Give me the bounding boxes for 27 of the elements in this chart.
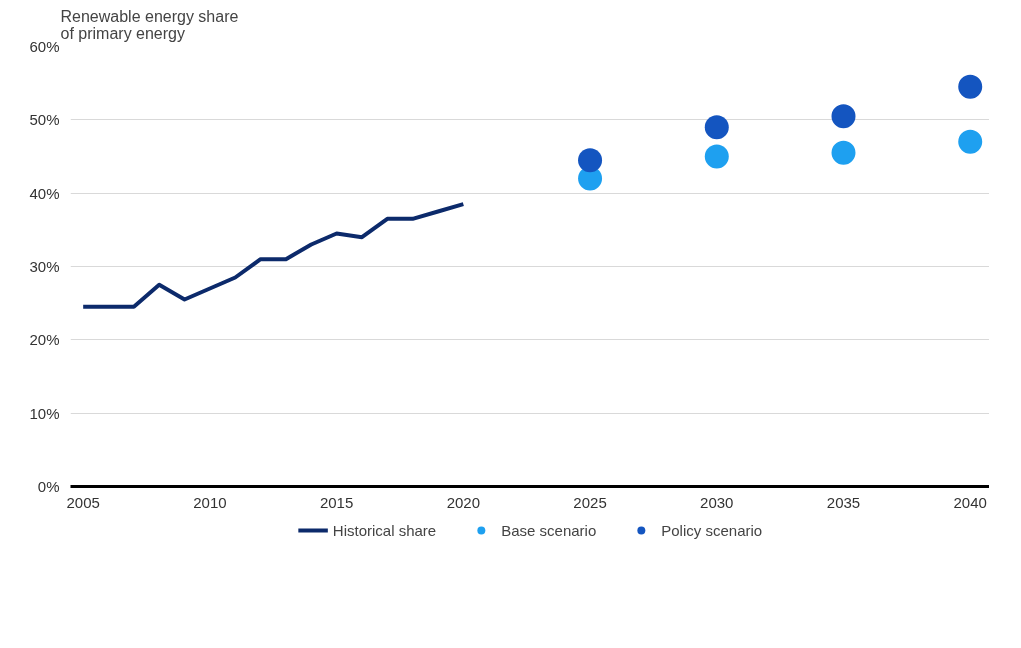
- legend-label: Policy scenario: [661, 521, 763, 539]
- x-tick-label: 2025: [573, 493, 607, 511]
- x-tick-label: 2035: [826, 493, 861, 511]
- legend-label: Historical share: [332, 521, 437, 539]
- y-tick-label: 60%: [29, 38, 60, 55]
- point: [831, 140, 856, 165]
- point: [704, 115, 729, 140]
- y-tick-label: 0%: [37, 478, 60, 495]
- y-tick-label: 50%: [29, 111, 60, 129]
- y-tick-label: 10%: [29, 404, 60, 422]
- point: [704, 144, 729, 169]
- point: [578, 148, 603, 173]
- x-tick-label: 2040: [953, 493, 987, 511]
- y-axis-title: Renewable energy share of primary energy: [60, 7, 239, 42]
- point: [958, 129, 983, 154]
- line-series: [81, 202, 466, 309]
- legend-label: Base scenario: [501, 521, 597, 539]
- y-tick-label: 40%: [29, 184, 60, 202]
- x-tick-label: 2030: [700, 493, 734, 511]
- x-tick-label: 2020: [446, 493, 481, 511]
- point: [831, 104, 856, 129]
- y-tick-label: 20%: [29, 331, 60, 349]
- x-tick-label: 2005: [66, 493, 100, 511]
- x-tick-label: 2010: [193, 493, 227, 511]
- point: [958, 74, 983, 99]
- y-tick-label: 30%: [29, 258, 60, 275]
- x-tick-label: 2015: [319, 493, 354, 511]
